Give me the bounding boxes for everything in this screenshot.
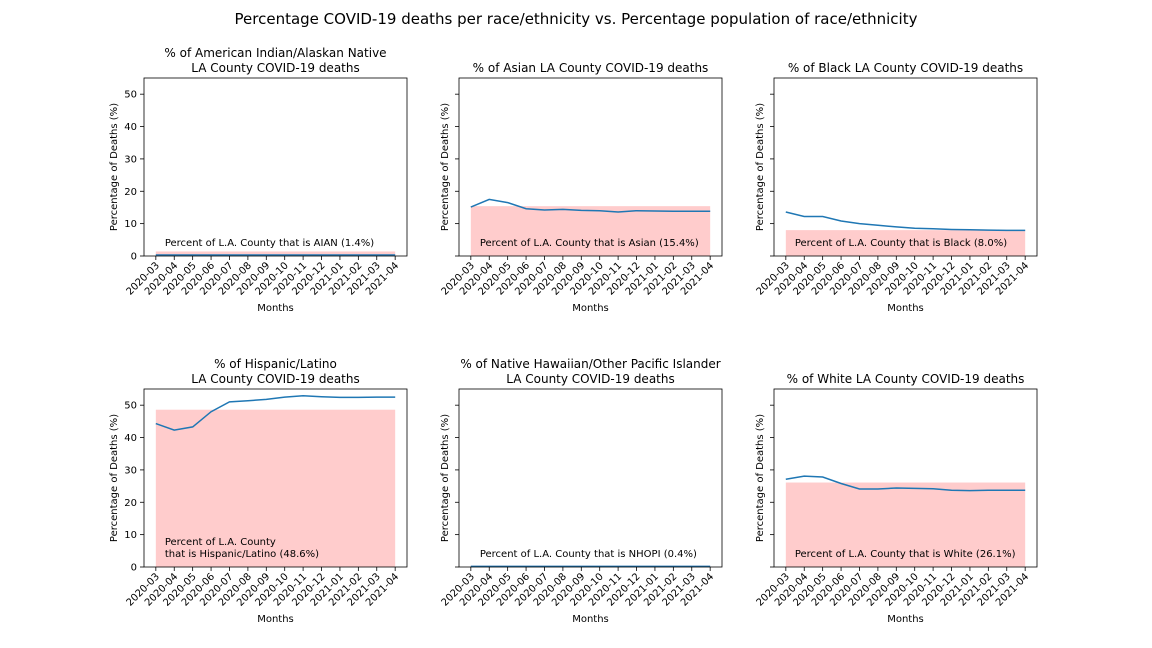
panel-title: % of Asian LA County COVID-19 deaths <box>473 61 709 75</box>
y-axis-label: Percentage of Deaths (%) <box>755 103 766 231</box>
y-tick-label: 20 <box>124 498 137 509</box>
deaths-series-line <box>155 395 396 431</box>
chart-panels: Percent of L.A. County that is AIAN (1.4… <box>109 46 1038 625</box>
population-band <box>155 409 396 567</box>
y-tick-label: 10 <box>124 219 137 230</box>
chart-panel-6: Percent of L.A. County that is White (26… <box>755 372 1038 625</box>
x-axis-label: Months <box>572 303 609 314</box>
population-band-label: Percent of L.A. County that is AIAN (1.4… <box>165 238 374 249</box>
population-band-label: Percent of L.A. County that is Hispanic/L… <box>165 537 319 560</box>
y-tick-label: 20 <box>124 187 137 198</box>
y-axis-label: Percentage of Deaths (%) <box>109 414 120 542</box>
deaths-series-line <box>785 475 1026 492</box>
chart-panel-4: Percent of L.A. County that is Hispanic/L… <box>109 357 408 625</box>
population-band <box>470 206 711 256</box>
y-tick-label: 40 <box>124 433 137 444</box>
y-tick-label: 30 <box>124 154 137 165</box>
population-band-label: Percent of L.A. County that is Black (8.… <box>795 238 1007 249</box>
population-band <box>155 251 396 256</box>
chart-panel-3: Percent of L.A. County that is Black (8.… <box>755 61 1038 314</box>
chart-panel-5: Percent of L.A. County that is NHOPI (0.… <box>440 357 723 625</box>
population-band <box>785 230 1026 256</box>
y-axis-label: Percentage of Deaths (%) <box>440 103 451 231</box>
axes-frame <box>143 388 408 568</box>
y-tick-label: 30 <box>124 465 137 476</box>
y-axis-label: Percentage of Deaths (%) <box>109 103 120 231</box>
y-tick-label: 0 <box>131 252 137 263</box>
population-band-label: Percent of L.A. County that is NHOPI (0.… <box>480 549 697 560</box>
y-tick-label: 40 <box>124 122 137 133</box>
x-axis-label: Months <box>887 614 924 625</box>
chart-panel-2: Percent of L.A. County that is Asian (15… <box>440 61 723 314</box>
axes-frame <box>773 388 1038 568</box>
panel-title: % of American Indian/Alaskan Native LA Co… <box>164 46 386 75</box>
axes-frame <box>458 388 723 568</box>
y-axis-label: Percentage of Deaths (%) <box>440 414 451 542</box>
axes-frame <box>143 77 408 257</box>
x-axis-label: Months <box>257 614 294 625</box>
panel-title: % of White LA County COVID-19 deaths <box>787 372 1025 386</box>
deaths-series-line <box>785 211 1026 232</box>
panel-title: % of Hispanic/Latino LA County COVID-19 d… <box>191 357 359 386</box>
deaths-series-line <box>470 198 711 213</box>
figure-title: Percentage COVID-19 deaths per race/ethn… <box>235 10 918 28</box>
y-tick-label: 50 <box>124 90 137 101</box>
chart-panel-1: Percent of L.A. County that is AIAN (1.4… <box>109 46 408 314</box>
panel-title: % of Black LA County COVID-19 deaths <box>788 61 1023 75</box>
y-tick-label: 0 <box>131 563 137 574</box>
x-axis-label: Months <box>257 303 294 314</box>
y-tick-label: 10 <box>124 530 137 541</box>
axes-frame <box>773 77 1038 257</box>
panel-title: % of Native Hawaiian/Other Pacific Islan… <box>460 357 720 386</box>
x-axis-label: Months <box>572 614 609 625</box>
y-axis-label: Percentage of Deaths (%) <box>755 414 766 542</box>
axes-frame <box>458 77 723 257</box>
population-band <box>785 482 1026 567</box>
x-axis-label: Months <box>887 303 924 314</box>
y-tick-label: 50 <box>124 401 137 412</box>
population-band-label: Percent of L.A. County that is Asian (15… <box>480 238 699 249</box>
population-band-label: Percent of L.A. County that is White (26… <box>795 549 1016 560</box>
